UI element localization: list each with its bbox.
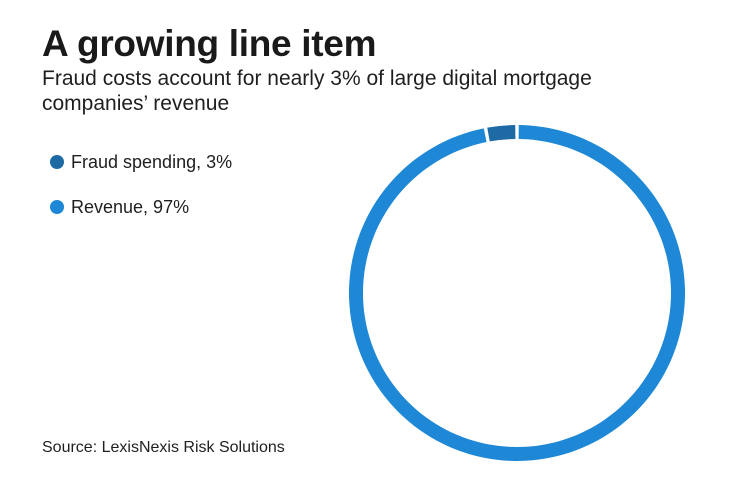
chart-subtitle: Fraud costs account for nearly 3% of lar… [42,67,592,115]
legend-swatch-fraud-spending [50,155,64,169]
legend-swatch-revenue [50,200,64,214]
donut-slice-fraud-spending [487,125,516,142]
legend: Fraud spending, 3% Revenue, 97% [50,150,232,240]
legend-item-fraud-spending: Fraud spending, 3% [50,150,232,174]
donut-chart [348,125,685,461]
donut-slice-revenue [348,125,685,461]
source-note: Source: LexisNexis Risk Solutions [42,439,285,456]
legend-label-fraud-spending: Fraud spending, 3% [71,151,233,172]
chart-title: A growing line item [42,23,377,64]
legend-label-revenue: Revenue, 97% [71,196,190,217]
legend-item-revenue: Revenue, 97% [50,195,232,219]
